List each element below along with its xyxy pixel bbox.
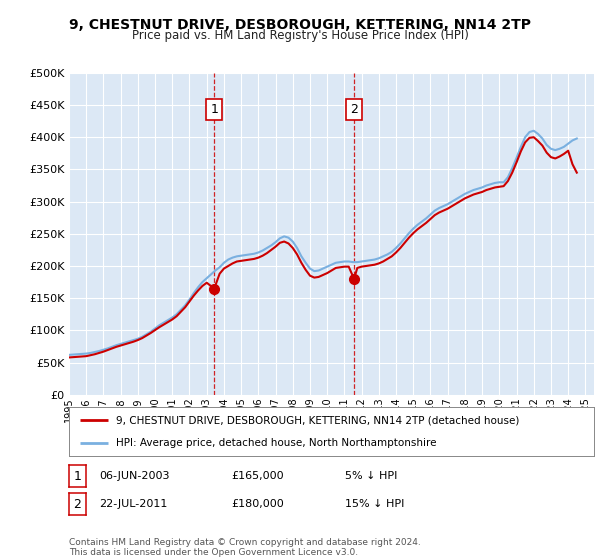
Text: HPI: Average price, detached house, North Northamptonshire: HPI: Average price, detached house, Nort…: [116, 438, 437, 448]
Text: 22-JUL-2011: 22-JUL-2011: [99, 499, 167, 509]
Text: 5% ↓ HPI: 5% ↓ HPI: [345, 471, 397, 481]
Text: 1: 1: [73, 469, 82, 483]
Text: 15% ↓ HPI: 15% ↓ HPI: [345, 499, 404, 509]
Text: £165,000: £165,000: [231, 471, 284, 481]
Text: 9, CHESTNUT DRIVE, DESBOROUGH, KETTERING, NN14 2TP (detached house): 9, CHESTNUT DRIVE, DESBOROUGH, KETTERING…: [116, 416, 520, 426]
Text: 2: 2: [350, 104, 358, 116]
Text: Price paid vs. HM Land Registry's House Price Index (HPI): Price paid vs. HM Land Registry's House …: [131, 29, 469, 42]
Text: Contains HM Land Registry data © Crown copyright and database right 2024.
This d: Contains HM Land Registry data © Crown c…: [69, 538, 421, 557]
Text: 2: 2: [73, 497, 82, 511]
Text: 1: 1: [211, 104, 218, 116]
Text: 06-JUN-2003: 06-JUN-2003: [99, 471, 170, 481]
Text: £180,000: £180,000: [231, 499, 284, 509]
Text: 9, CHESTNUT DRIVE, DESBOROUGH, KETTERING, NN14 2TP: 9, CHESTNUT DRIVE, DESBOROUGH, KETTERING…: [69, 18, 531, 32]
